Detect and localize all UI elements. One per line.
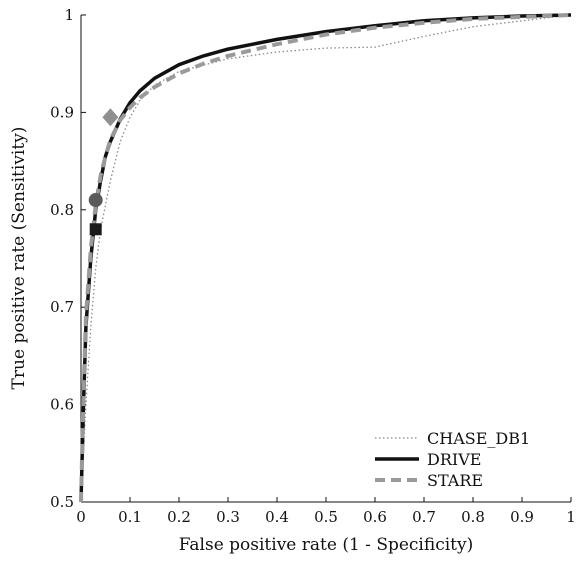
legend-label: DRIVE [427, 450, 481, 469]
y-tick-label: 0.9 [50, 103, 74, 121]
y-axis-label: True positive rate (Sensitivity) [9, 127, 29, 390]
x-tick-label: 0.9 [510, 508, 534, 526]
x-tick-label: 0.4 [265, 508, 289, 526]
legend-label: CHASE_DB1 [427, 429, 530, 448]
x-axis-ticks: 0 0.1 0.2 0.3 0.4 0.5 0.6 0.7 0.8 0.9 1 [76, 497, 576, 526]
x-tick-label: 1 [566, 508, 576, 526]
x-tick-label: 0.1 [118, 508, 142, 526]
x-tick-label: 0.7 [412, 508, 436, 526]
y-tick-label: 0.5 [50, 493, 74, 511]
x-tick-label: 0.5 [314, 508, 338, 526]
x-tick-label: 0.6 [363, 508, 387, 526]
legend: CHASE_DB1 DRIVE STARE [375, 429, 530, 490]
x-tick-label: 0 [76, 508, 86, 526]
x-tick-label: 0.8 [461, 508, 485, 526]
legend-label: STARE [427, 471, 483, 490]
x-tick-label: 0.2 [167, 508, 191, 526]
y-tick-label: 0.6 [50, 396, 74, 414]
y-tick-label: 1 [64, 6, 74, 24]
y-tick-label: 0.8 [50, 201, 74, 219]
operating-point-drive [89, 223, 102, 236]
x-tick-label: 0.3 [216, 508, 240, 526]
marker-layer [88, 108, 119, 236]
y-axis-ticks: 0.5 0.6 0.7 0.8 0.9 1 [50, 6, 86, 511]
x-axis-label: False positive rate (1 - Specificity) [179, 535, 474, 555]
operating-point-stare [102, 108, 119, 127]
y-tick-label: 0.7 [50, 298, 74, 316]
operating-point-chase-db1 [88, 193, 103, 208]
